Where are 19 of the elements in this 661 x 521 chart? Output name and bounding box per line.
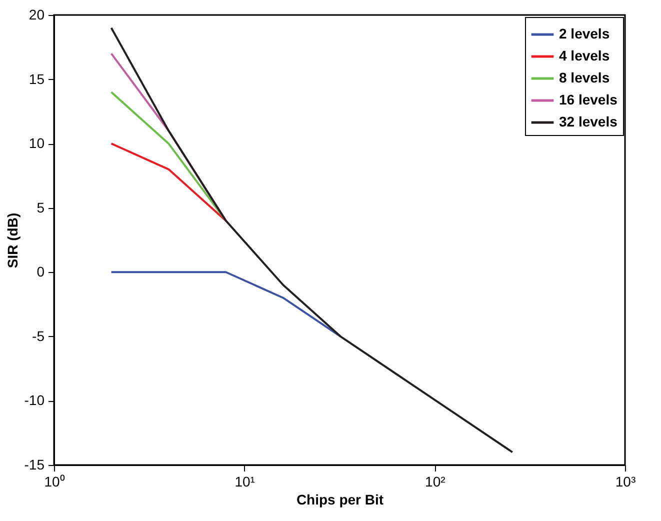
y-tick-label: 20: [28, 6, 45, 22]
y-tick-label: 0: [36, 264, 45, 280]
y-tick-label: 10: [28, 135, 45, 152]
y-tick-label: -10: [24, 392, 45, 408]
legend-label: 4 levels: [559, 48, 610, 64]
y-tick-label: -5: [32, 328, 45, 344]
y-tick-label: 5: [36, 199, 45, 216]
y-tick-label: 15: [28, 70, 45, 87]
legend-label: 16 levels: [559, 92, 618, 108]
legend-label: 32 levels: [559, 114, 618, 130]
y-tick-label: -15: [24, 456, 45, 472]
x-tick-label: 10¹: [234, 474, 256, 490]
legend-label: 8 levels: [559, 70, 610, 86]
x-tick-label: 10⁰: [44, 474, 65, 490]
x-axis-title: Chips per Bit: [296, 492, 384, 508]
y-axis-title: SIR (dB): [4, 212, 20, 268]
legend-label: 2 levels: [559, 26, 610, 42]
x-tick-label: 10²: [425, 474, 446, 490]
x-tick-label: 10³: [615, 474, 636, 490]
